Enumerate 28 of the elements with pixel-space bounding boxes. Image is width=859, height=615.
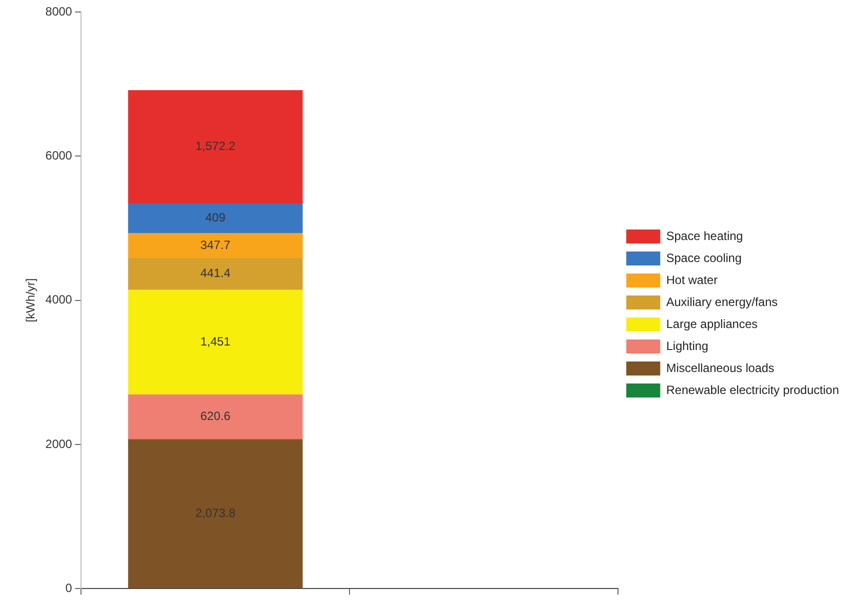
data-label: 441.4 <box>200 266 231 280</box>
y-axis-title: [kWh/yr] <box>24 278 38 322</box>
data-label: 1,572.2 <box>195 139 236 154</box>
bar <box>128 90 303 204</box>
y-tick-label: 4000 <box>45 292 72 307</box>
y-tick-label: 8000 <box>45 4 72 18</box>
bar <box>128 258 303 290</box>
bar <box>128 290 303 394</box>
legend-label: Lighting <box>666 338 708 353</box>
data-label: 1,451 <box>200 334 231 348</box>
bar <box>128 439 303 588</box>
bar <box>128 203 303 233</box>
legend-label: Large appliances <box>666 316 758 331</box>
legend-label: Auxiliary energy/fans <box>666 294 778 309</box>
legend-label: Hot water <box>666 272 718 287</box>
data-label: 347.7 <box>200 238 231 252</box>
data-label: 620.6 <box>200 409 231 424</box>
y-tick-label: 0 <box>65 580 72 595</box>
bar <box>128 394 303 440</box>
legend-label: Space heating <box>666 228 743 243</box>
legend-label: Space cooling <box>666 250 742 265</box>
legend-label: Renewable electricity production <box>666 382 840 397</box>
data-label: 409 <box>205 210 226 225</box>
y-tick-label: 6000 <box>45 148 72 162</box>
data-label: 2,073.8 <box>195 506 236 520</box>
legend-label: Miscellaneous loads <box>666 360 774 375</box>
bar <box>128 232 303 258</box>
y-tick-label: 2000 <box>45 436 72 451</box>
